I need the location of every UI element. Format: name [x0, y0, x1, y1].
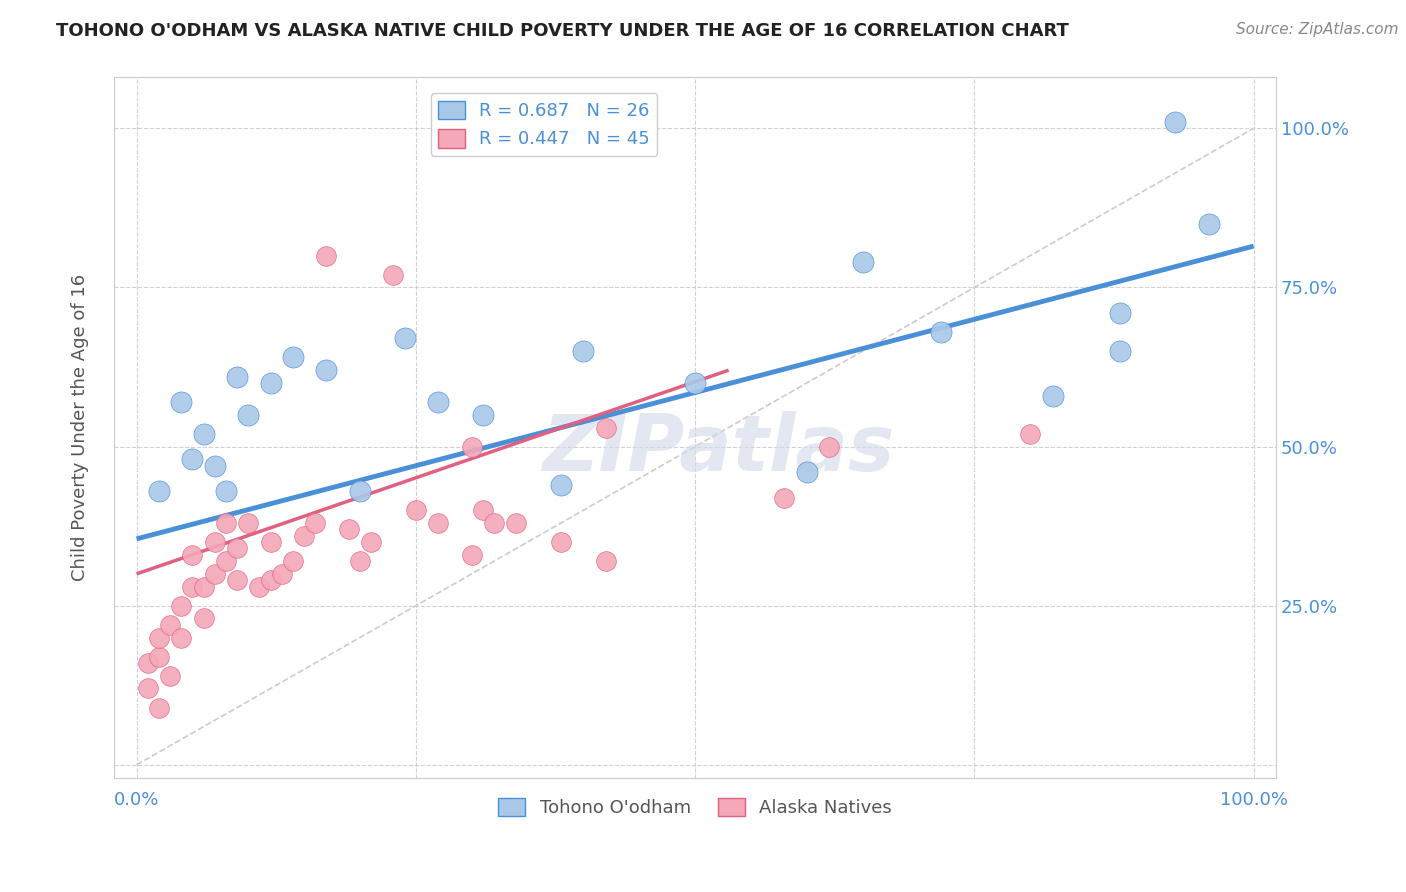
Point [337, 522, 360, 536]
Point [136, 681, 159, 696]
Point [427, 395, 450, 409]
Point [181, 548, 204, 562]
Point [181, 580, 204, 594]
Point [148, 700, 170, 714]
Point [193, 426, 215, 441]
Point [929, 325, 952, 339]
Point [215, 484, 238, 499]
Point [181, 452, 204, 467]
Text: Source: ZipAtlas.com: Source: ZipAtlas.com [1236, 22, 1399, 37]
Point [204, 535, 226, 549]
Point [460, 548, 482, 562]
Point [159, 617, 181, 632]
Point [818, 440, 841, 454]
Point [471, 503, 494, 517]
Point [148, 631, 170, 645]
Point [193, 580, 215, 594]
Point [226, 369, 249, 384]
Text: ZIPatlas: ZIPatlas [543, 410, 894, 486]
Point [259, 376, 281, 390]
Point [249, 580, 271, 594]
Point [460, 440, 482, 454]
Point [238, 408, 260, 422]
Point [482, 516, 505, 530]
Point [148, 484, 170, 499]
Point [215, 554, 238, 568]
Point [215, 516, 238, 530]
Point [170, 599, 193, 613]
Point [304, 516, 326, 530]
Point [394, 331, 416, 345]
Point [1198, 217, 1220, 231]
Point [405, 503, 427, 517]
Point [349, 484, 371, 499]
Point [550, 477, 572, 491]
Point [1164, 115, 1187, 129]
Y-axis label: Child Poverty Under the Age of 16: Child Poverty Under the Age of 16 [72, 274, 89, 581]
Point [292, 529, 315, 543]
Point [1108, 344, 1130, 359]
Point [1019, 426, 1042, 441]
Point [170, 631, 193, 645]
Point [226, 574, 249, 588]
Point [360, 535, 382, 549]
Point [281, 351, 304, 365]
Point [259, 574, 281, 588]
Point [427, 516, 450, 530]
Point [572, 344, 595, 359]
Point [204, 458, 226, 473]
Legend: Tohono O'odham, Alaska Natives: Tohono O'odham, Alaska Natives [491, 790, 900, 824]
Point [315, 249, 337, 263]
Point [204, 566, 226, 581]
Point [136, 656, 159, 670]
Point [852, 255, 875, 269]
Point [281, 554, 304, 568]
Point [382, 268, 405, 282]
Point [796, 465, 818, 479]
Point [550, 535, 572, 549]
Point [773, 491, 796, 505]
Point [315, 363, 337, 377]
Point [471, 408, 494, 422]
Point [226, 541, 249, 556]
Point [259, 535, 281, 549]
Text: TOHONO O'ODHAM VS ALASKA NATIVE CHILD POVERTY UNDER THE AGE OF 16 CORRELATION CH: TOHONO O'ODHAM VS ALASKA NATIVE CHILD PO… [56, 22, 1069, 40]
Point [148, 649, 170, 664]
Point [595, 420, 617, 434]
Point [595, 554, 617, 568]
Point [1042, 389, 1064, 403]
Point [1108, 306, 1130, 320]
Point [238, 516, 260, 530]
Point [683, 376, 706, 390]
Point [193, 611, 215, 625]
Point [505, 516, 527, 530]
Point [170, 395, 193, 409]
Point [349, 554, 371, 568]
Point [270, 566, 292, 581]
Point [159, 669, 181, 683]
